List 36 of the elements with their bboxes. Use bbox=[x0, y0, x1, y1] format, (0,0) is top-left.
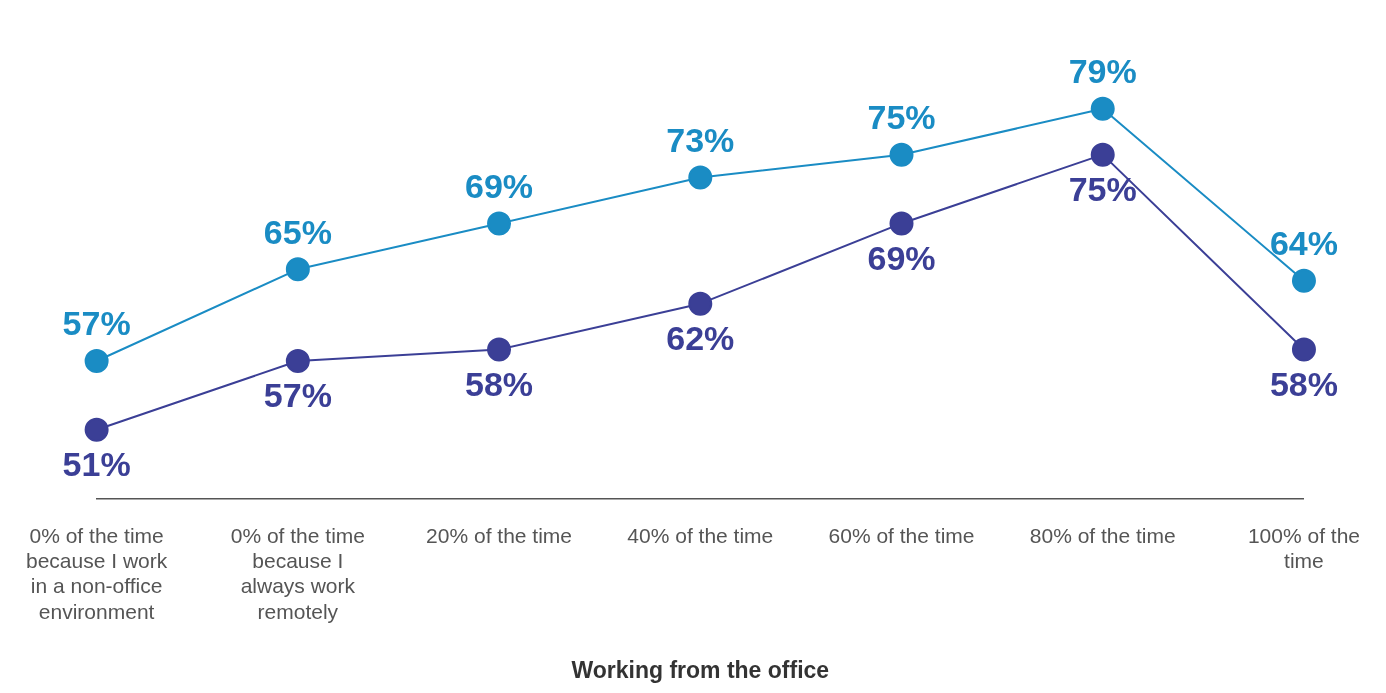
point bbox=[1291, 268, 1316, 293]
x-tick-label: 80% of the time bbox=[1029, 524, 1176, 547]
data-label: 62% bbox=[666, 319, 735, 358]
x-tick-label: 60% of the time bbox=[828, 524, 975, 547]
point bbox=[688, 165, 713, 190]
x-tick-label: 0% of the time because I work in a non-office environment bbox=[25, 524, 168, 623]
point bbox=[285, 349, 310, 374]
data-label: 57% bbox=[62, 304, 131, 343]
point bbox=[84, 417, 109, 442]
point bbox=[1090, 96, 1115, 121]
point bbox=[889, 211, 914, 236]
point bbox=[285, 257, 310, 282]
point bbox=[84, 349, 109, 374]
x-tick-label: 20% of the time bbox=[426, 524, 573, 547]
point bbox=[1291, 337, 1316, 362]
data-label: 51% bbox=[62, 445, 131, 484]
data-label: 58% bbox=[465, 364, 534, 403]
data-label: 69% bbox=[465, 166, 534, 205]
data-label: 64% bbox=[1269, 224, 1338, 263]
data-label: 65% bbox=[263, 212, 332, 251]
data-label: 73% bbox=[666, 120, 735, 159]
x-axis-title: Working from the office bbox=[571, 656, 830, 683]
data-label: 57% bbox=[263, 376, 332, 415]
data-label: 75% bbox=[1068, 170, 1137, 209]
x-tick-label: 0% of the time because I always work remotely bbox=[230, 524, 365, 623]
data-label: 75% bbox=[867, 98, 936, 137]
point bbox=[688, 291, 713, 316]
point bbox=[1090, 142, 1115, 167]
data-label: 58% bbox=[1269, 364, 1338, 403]
data-label: 79% bbox=[1068, 52, 1137, 91]
x-tick-label: 100% of the time bbox=[1247, 524, 1360, 573]
point bbox=[889, 142, 914, 167]
data-label: 69% bbox=[867, 238, 936, 277]
point bbox=[487, 337, 512, 362]
x-tick-label: 40% of the time bbox=[627, 524, 774, 547]
point bbox=[487, 211, 512, 236]
